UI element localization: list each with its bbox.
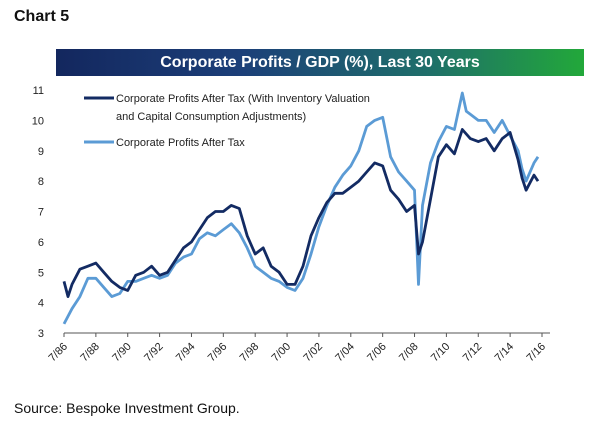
x-tick-label: 7/14 [493, 341, 517, 365]
x-tick-label: 7/12 [461, 341, 485, 365]
y-tick-label: 9 [38, 146, 44, 158]
x-tick-label: 7/94 [174, 341, 198, 365]
legend-label-adjusted: Corporate Profits After Tax (With Invent… [116, 93, 370, 123]
source-note: Source: Bespoke Investment Group. [14, 400, 240, 416]
y-tick-label: 8 [38, 176, 44, 188]
chart-label: Chart 5 [14, 8, 70, 25]
y-tick-label: 4 [38, 298, 44, 310]
y-tick-label: 7 [38, 207, 44, 219]
chart-series [62, 91, 540, 325]
y-tick-label: 10 [32, 115, 44, 127]
legend-label-after-tax: Corporate Profits After Tax [116, 137, 245, 149]
x-tick-label: 7/90 [110, 341, 134, 365]
line-chart: 3 4 5 6 7 8 9 10 11 7/86 7/88 7/90 7/92 7/94 7/96 7/98… [32, 85, 550, 364]
x-tick-label: 7/88 [78, 341, 102, 365]
y-tick-label: 11 [33, 85, 44, 97]
y-tick-label: 3 [38, 328, 44, 340]
y-tick-label: 6 [38, 237, 44, 249]
series-line-profits-after-tax [62, 91, 540, 325]
x-tick-label: 7/06 [365, 341, 389, 365]
x-tick-label: 7/86 [46, 341, 70, 365]
x-tick-label: 7/02 [301, 341, 325, 365]
y-tick-label: 5 [38, 267, 44, 279]
chart-title-banner: Corporate Profits / GDP (%), Last 30 Yea… [56, 49, 584, 76]
x-axis-ticks: 7/86 7/88 7/90 7/92 7/94 7/96 7/98 7/00 7/02 7/04… [46, 333, 548, 364]
x-tick-label: 7/96 [206, 341, 230, 365]
x-tick-label: 7/04 [333, 341, 357, 365]
series-line-profits-adjusted [62, 128, 540, 298]
x-tick-label: 7/92 [142, 341, 166, 365]
x-tick-label: 7/10 [429, 341, 453, 365]
x-tick-label: 7/00 [270, 341, 294, 365]
x-tick-label: 7/98 [238, 341, 262, 365]
x-tick-label: 7/08 [397, 341, 421, 365]
chart-legend: Corporate Profits After Tax (With Invent… [84, 93, 370, 149]
x-tick-label: 7/16 [524, 341, 548, 365]
y-axis-ticks: 3 4 5 6 7 8 9 10 11 [32, 85, 44, 340]
